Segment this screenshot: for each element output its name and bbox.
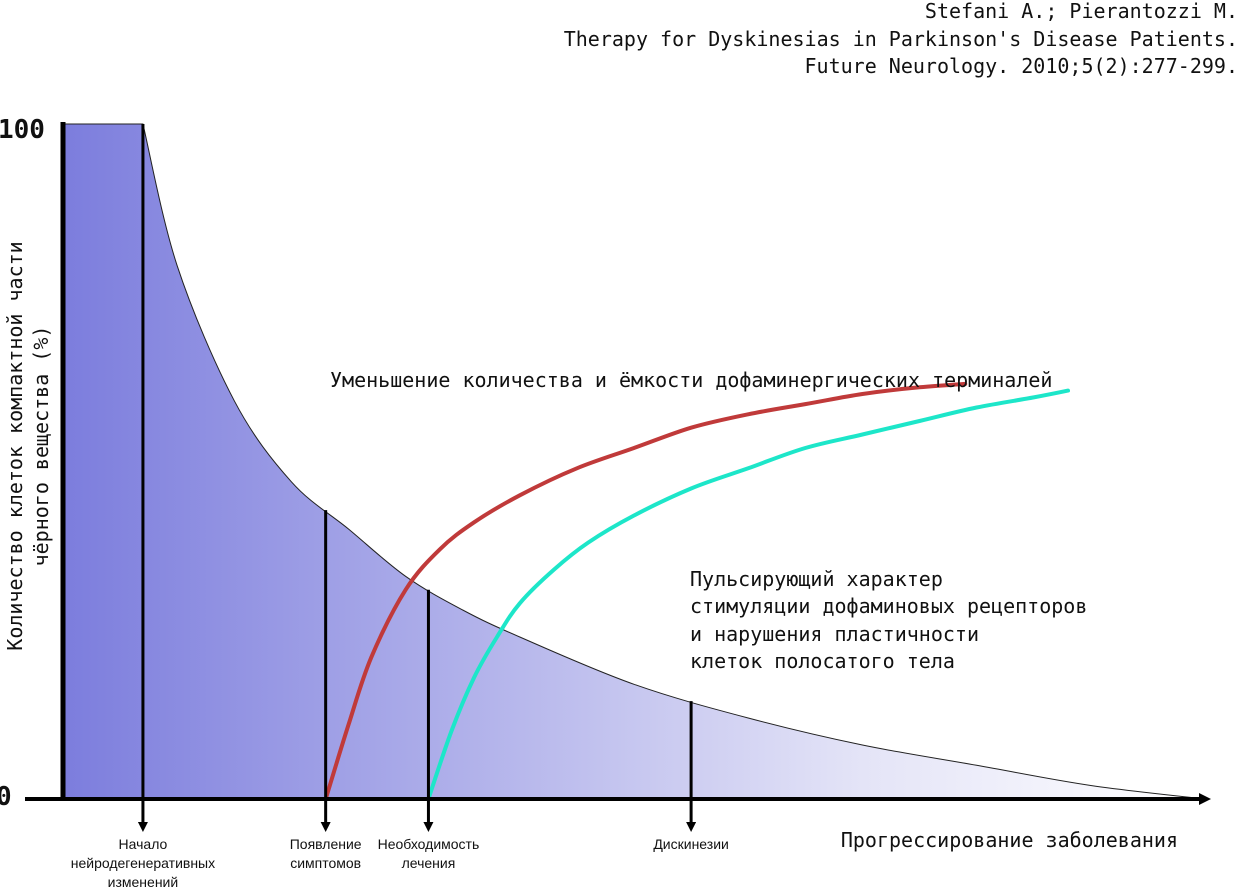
citation-title: Therapy for Dyskinesias in Parkinson's D… [564, 27, 1238, 51]
marker-label-2-line-2: симптомов [290, 855, 361, 871]
x-axis-label: Прогрессирование заболевания [841, 828, 1178, 852]
neuron-curve [63, 123, 1206, 800]
marker-label-4-line-1: Дискинезии [653, 836, 729, 852]
citation-journal: Future Neurology. 2010;5(2):277-299. [805, 54, 1238, 78]
annotation-receptors-line3: и нарушения пластичности [690, 622, 979, 646]
y-tick-100: 100 [0, 115, 45, 145]
y-tick-0: 0 [0, 782, 12, 812]
citation-authors: Stefani A.; Pierantozzi M. [925, 0, 1238, 23]
annotation-receptors-line1: Пульсирующий характер [690, 567, 943, 591]
marker-label-1-line-1: Начало [119, 836, 168, 852]
marker-label-1-line-2: нейродегенеративных [71, 855, 215, 871]
annotation-receptors-line4: клеток полосатого тела [690, 649, 955, 673]
marker-label-1-line-3: изменений [108, 874, 179, 890]
annotation-terminals: Уменьшение количества и ёмкости дофамине… [330, 368, 1052, 392]
y-axis-label-line2: чёрного вещества (%) [29, 326, 53, 567]
y-axis-label-line1: Количество клеток компактной части [3, 241, 27, 650]
receptors-curve [426, 388, 1070, 801]
marker-label-3-line-2: лечения [402, 855, 456, 871]
annotation-receptors-line2: стимуляции дофаминовых рецепторов [690, 594, 1087, 618]
neuron-area-fill [63, 124, 1205, 799]
terminals-curve [323, 381, 968, 801]
marker-label-3-line-1: Необходимость [378, 836, 480, 852]
marker-label-2-line-1: Появление [290, 836, 362, 852]
